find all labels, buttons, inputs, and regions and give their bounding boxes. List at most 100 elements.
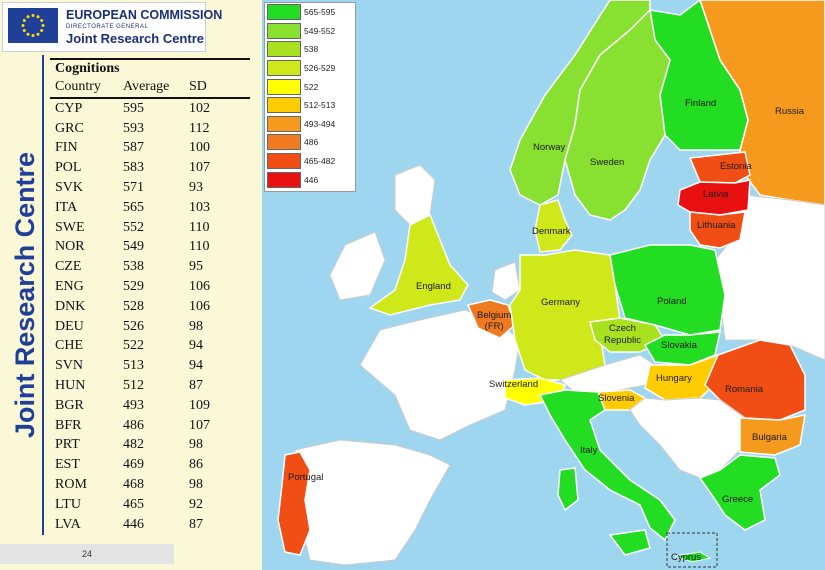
table-row: LVA 446 87 <box>50 515 250 535</box>
org-name: EUROPEAN COMMISSION <box>66 8 223 22</box>
col-header-average: Average <box>123 79 170 94</box>
legend-swatch <box>267 115 301 132</box>
cell-sd: 106 <box>189 278 210 294</box>
europe-map <box>262 0 825 570</box>
poland-shape <box>609 244 726 336</box>
cell-average: 522 <box>123 338 144 354</box>
legend-swatch <box>267 134 301 151</box>
label-estonia: Estonia <box>720 161 752 172</box>
legend-item: 549-552 <box>265 22 355 41</box>
label-hungary: Hungary <box>656 373 692 384</box>
legend-swatch <box>267 60 301 77</box>
netherlands-shape <box>491 261 521 301</box>
vertical-title: Joint Research Centre <box>10 152 40 438</box>
cell-country: NOR <box>55 239 85 255</box>
romania-shape <box>704 339 806 421</box>
table-row: HUN 512 87 <box>50 376 250 396</box>
cell-average: 465 <box>123 496 144 512</box>
label-bulgaria: Bulgaria <box>752 432 787 443</box>
table-row: CHE 522 94 <box>50 336 250 356</box>
portugal-shape <box>277 451 311 556</box>
italy-shape <box>538 389 676 542</box>
table-row: EST 469 86 <box>50 455 250 475</box>
cell-country: BFR <box>55 417 82 433</box>
cell-sd: 107 <box>189 160 210 176</box>
legend-swatch <box>267 97 301 114</box>
label-germany: Germany <box>541 297 581 308</box>
ec-logo: EUROPEAN COMMISSION DIRECTORATE GENERAL … <box>2 2 222 52</box>
cell-average: 595 <box>123 100 144 116</box>
table-row: SWE 552 110 <box>50 218 250 238</box>
france-shape <box>359 309 521 441</box>
sweden-shape <box>564 8 671 221</box>
cell-country: DNK <box>55 298 86 314</box>
cell-sd: 109 <box>189 397 210 413</box>
legend-label: 486 <box>304 137 319 148</box>
cell-country: BGR <box>55 397 84 413</box>
table-row: FIN 587 100 <box>50 138 250 158</box>
directorate-name: DIRECTORATE GENERAL <box>66 24 149 30</box>
label-cyprus: Cyprus <box>671 552 702 563</box>
col-header-sd: SD <box>189 79 207 94</box>
cell-average: 512 <box>123 377 144 393</box>
cell-average: 571 <box>123 179 144 195</box>
table-row: SVN 513 94 <box>50 356 250 376</box>
cell-sd: 106 <box>189 298 210 314</box>
cell-average: 587 <box>123 140 144 156</box>
cell-country: FIN <box>55 140 78 156</box>
cell-sd: 98 <box>189 476 203 492</box>
cell-country: CHE <box>55 338 83 354</box>
left-panel: EUROPEAN COMMISSION DIRECTORATE GENERAL … <box>0 0 262 570</box>
cell-average: 552 <box>123 219 144 235</box>
legend-item: 486 <box>265 133 355 152</box>
cell-average: 565 <box>123 199 144 215</box>
cell-country: CZE <box>55 259 82 275</box>
cell-average: 469 <box>123 457 144 473</box>
map-legend: 565-595 549-552 538 526-529 522 512-513 493-49… <box>264 2 356 192</box>
cognitions-table: Cognitions Country Average SD CYP 595 102 G… <box>50 58 250 534</box>
cell-average: 513 <box>123 358 144 374</box>
cell-country: POL <box>55 160 82 176</box>
legend-label: 446 <box>304 174 319 185</box>
cell-sd: 93 <box>189 179 203 195</box>
greece-shape <box>698 454 781 531</box>
table-header-row: Country Average SD <box>50 77 250 97</box>
legend-item: 512-513 <box>265 96 355 115</box>
table-row: ITA 565 103 <box>50 198 250 218</box>
cell-sd: 110 <box>189 239 210 255</box>
table-row: DNK 528 106 <box>50 297 250 317</box>
centre-name: Joint Research Centre <box>66 31 204 46</box>
lithuania-shape <box>689 211 746 249</box>
table-row: CYP 595 102 <box>50 99 250 119</box>
table-row: CZE 538 95 <box>50 257 250 277</box>
label-poland: Poland <box>657 296 687 307</box>
table-row: SVK 571 93 <box>50 178 250 198</box>
denmark-shape <box>534 199 573 253</box>
cell-average: 493 <box>123 397 144 413</box>
cell-average: 528 <box>123 298 144 314</box>
table-header-rule <box>50 96 250 99</box>
cell-country: HUN <box>55 377 86 393</box>
divider-line <box>42 55 44 535</box>
table-title: Cognitions <box>55 61 120 76</box>
cell-average: 538 <box>123 259 144 275</box>
legend-item: 446 <box>265 170 355 189</box>
legend-swatch <box>267 153 301 170</box>
label-finland: Finland <box>685 98 717 109</box>
label-romania: Romania <box>725 384 764 395</box>
label-italy: Italy <box>580 445 598 456</box>
table-top-rule <box>50 58 250 60</box>
legend-swatch <box>267 78 301 95</box>
cell-sd: 87 <box>189 516 203 532</box>
label-czech: Czech Republic <box>604 323 641 346</box>
cyprus-inset-box <box>666 532 718 568</box>
legend-swatch <box>267 171 301 188</box>
cell-average: 526 <box>123 318 144 334</box>
cell-average: 549 <box>123 239 144 255</box>
eu-flag-icon <box>8 8 58 43</box>
bulgaria-shape <box>739 414 806 456</box>
table-row: ENG 529 106 <box>50 277 250 297</box>
legend-label: 512-513 <box>304 100 336 111</box>
sardinia-shape <box>557 467 579 512</box>
cell-sd: 100 <box>189 140 210 156</box>
